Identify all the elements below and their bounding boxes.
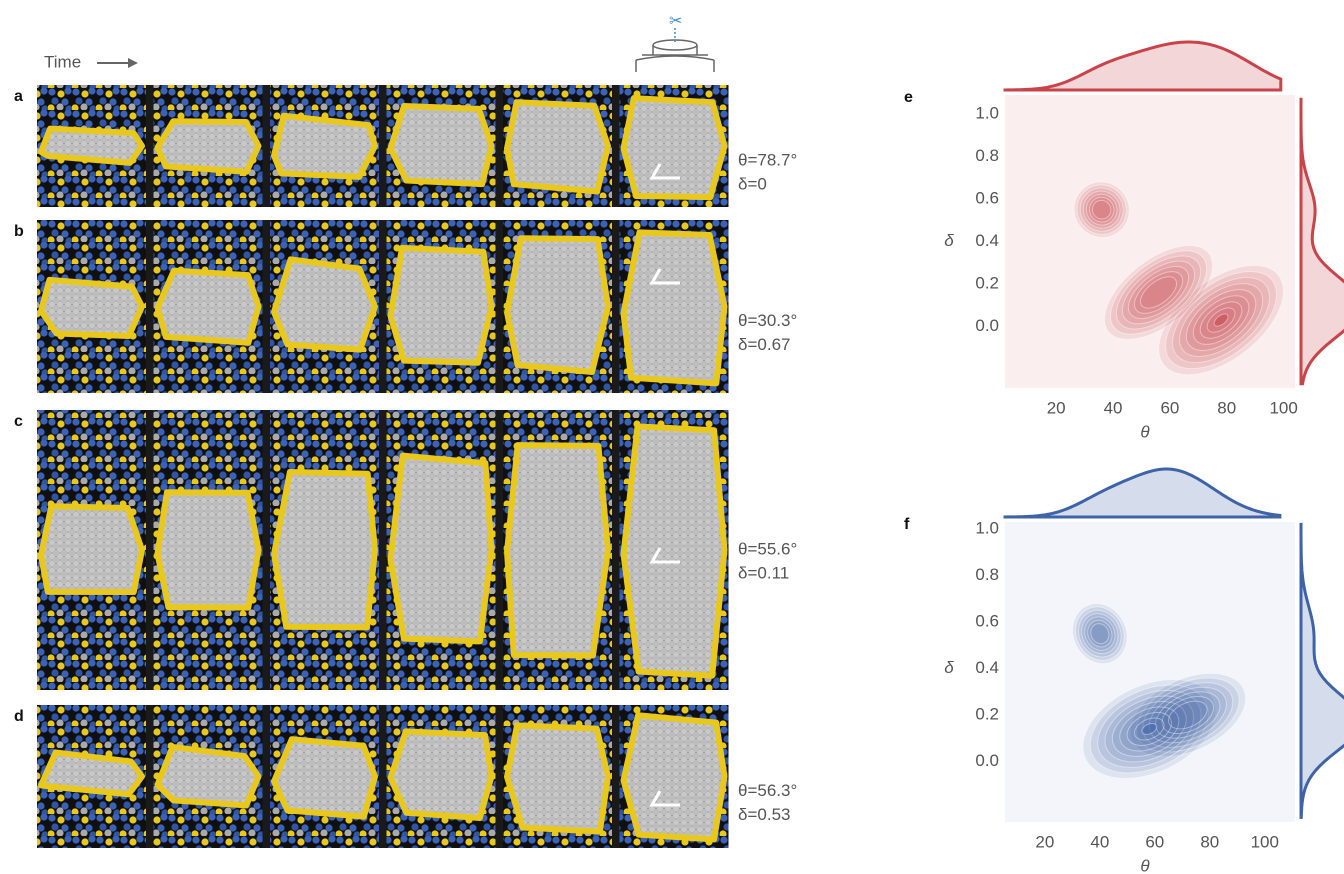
sim-crystal: [624, 232, 725, 383]
cut-icon: ✂: [636, 13, 714, 72]
y-tick-label: 0.6: [975, 189, 999, 208]
theta-annotation: θ=55.6°: [738, 539, 797, 558]
theta-annotation: θ=78.7°: [738, 150, 797, 169]
delta-annotation: δ=0: [738, 174, 767, 193]
sim-crystal: [274, 116, 375, 177]
sim-crystal: [158, 492, 259, 607]
y-tick-label: 0.6: [975, 611, 999, 630]
time-label: Time: [44, 52, 81, 71]
sim-crystal: [41, 129, 142, 163]
panel-label: a: [14, 88, 23, 105]
x-tick-label: 60: [1145, 832, 1164, 851]
x-tick-label: 40: [1090, 832, 1109, 851]
x-tick-label: 80: [1200, 832, 1219, 851]
y-tick-label: 0.2: [975, 273, 999, 292]
sim-crystal: [624, 426, 725, 675]
y-tick-label: 0.8: [975, 565, 999, 584]
sim-crystal: [391, 731, 492, 818]
sim-crystal: [158, 121, 259, 172]
theta-annotation: θ=30.3°: [738, 311, 797, 330]
y-tick-label: 0.0: [975, 751, 999, 770]
svg-text:✂: ✂: [669, 13, 682, 30]
x-tick-label: 40: [1104, 398, 1123, 417]
sim-crystal: [624, 715, 725, 839]
sim-crystal: [41, 280, 142, 336]
sim-crystal: [274, 739, 375, 816]
y-tick-label: 0.8: [975, 146, 999, 165]
sim-crystal: [41, 506, 142, 592]
panel-label: c: [14, 413, 23, 430]
x-tick-label: 80: [1217, 398, 1236, 417]
figure: Time ✂ a θ=78.7° δ=0 b θ=30.3° δ=0.67 c θ=55.6°…: [0, 0, 1344, 874]
y-axis-label: δ: [944, 658, 954, 677]
marginal-x: [1005, 469, 1280, 517]
sim-crystal: [41, 752, 142, 794]
sim-crystal: [274, 472, 375, 627]
panel-label: d: [14, 708, 24, 725]
sim-crystal: [391, 248, 492, 363]
sim-crystal: [391, 456, 492, 642]
x-axis-label: θ: [1140, 422, 1150, 441]
y-tick-label: 1.0: [975, 518, 999, 537]
plot-bg: [1005, 522, 1295, 822]
sim-crystal: [507, 238, 608, 372]
y-tick-label: 0.4: [975, 231, 999, 250]
x-axis-label: θ: [1140, 856, 1150, 874]
x-tick-label: 20: [1047, 398, 1066, 417]
y-tick-label: 0.2: [975, 705, 999, 724]
sim-crystal: [158, 747, 259, 805]
panel-label: b: [14, 223, 24, 240]
panel-label: f: [904, 516, 910, 533]
sim-crystal: [391, 106, 492, 184]
delta-annotation: δ=0.67: [738, 335, 790, 354]
sim-crystal: [274, 259, 375, 349]
sim-crystal: [507, 725, 608, 831]
y-axis-label: δ: [944, 231, 954, 250]
sim-crystal: [507, 102, 608, 191]
panel-label: e: [904, 89, 913, 106]
y-tick-label: 0.0: [975, 316, 999, 335]
delta-annotation: δ=0.53: [738, 805, 790, 824]
x-tick-label: 100: [1269, 398, 1297, 417]
sim-crystal: [507, 445, 608, 655]
x-tick-label: 100: [1251, 832, 1279, 851]
x-tick-label: 60: [1160, 398, 1179, 417]
sim-crystal: [158, 271, 259, 343]
y-tick-label: 0.4: [975, 658, 999, 677]
marginal-y: [1301, 524, 1344, 817]
y-tick-label: 1.0: [975, 104, 999, 123]
delta-annotation: δ=0.11: [738, 563, 789, 582]
marginal-x: [1005, 42, 1281, 90]
marginal-y: [1301, 99, 1344, 384]
time-arrow: [97, 58, 138, 68]
x-tick-label: 20: [1035, 832, 1054, 851]
theta-annotation: θ=56.3°: [738, 781, 797, 800]
sim-crystal: [624, 98, 725, 197]
